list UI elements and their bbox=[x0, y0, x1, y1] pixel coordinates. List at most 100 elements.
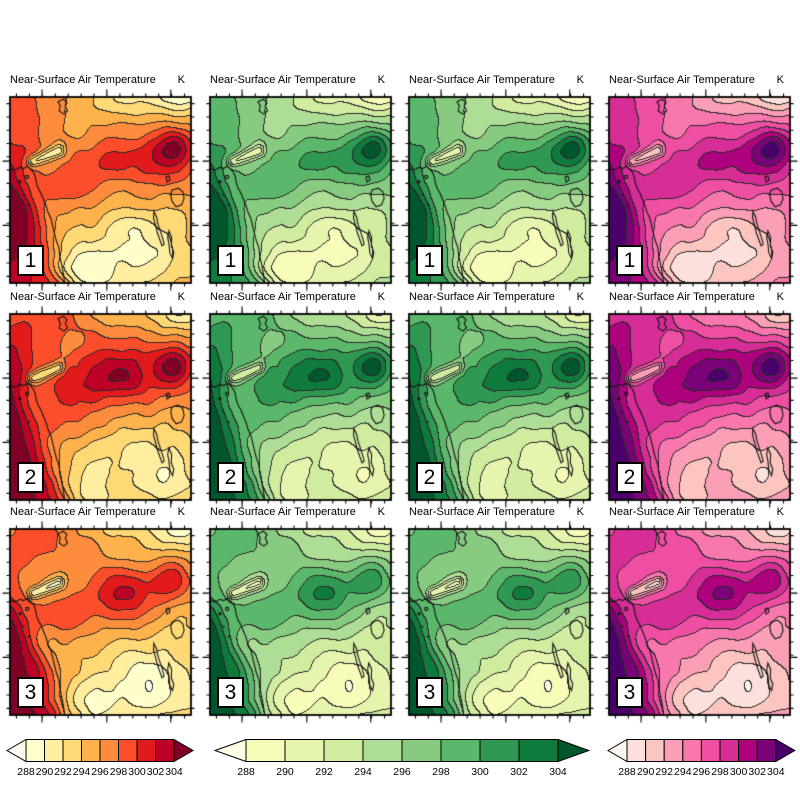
colorbar-tick-label: 294 bbox=[354, 766, 372, 778]
colorbar-ylgn: 288 290 292 294 296 298 300 302 304 bbox=[214, 739, 590, 778]
panel-title-text: Near-Surface Air Temperature bbox=[210, 506, 356, 518]
panel-header: Near-Surface Air Temperature K bbox=[210, 506, 391, 519]
panel-unit-label: K bbox=[576, 291, 584, 303]
row-number-badge: 1 bbox=[416, 245, 443, 276]
colorbar-tick-label: 304 bbox=[767, 766, 785, 778]
colorbar-tick-label: 302 bbox=[748, 766, 766, 778]
colorbar-tick-label: 288 bbox=[618, 766, 636, 778]
panel-unit-label: K bbox=[177, 74, 185, 86]
colorbar-segment bbox=[738, 739, 758, 762]
row-number-badge: 1 bbox=[17, 245, 44, 276]
panel-title-text: Near-Surface Air Temperature bbox=[210, 74, 356, 86]
colorbar-tick-label: 296 bbox=[393, 766, 411, 778]
panel-unit-label: K bbox=[377, 291, 385, 303]
colorbar-segment bbox=[25, 739, 45, 762]
panel-title-text: Near-Surface Air Temperature bbox=[409, 74, 555, 86]
row-number-badge: 3 bbox=[17, 677, 44, 708]
panel-header: Near-Surface Air Temperature K bbox=[10, 291, 191, 304]
colorbar-tick-label: 304 bbox=[549, 766, 567, 778]
colorbar-segment bbox=[62, 739, 82, 762]
colorbar-segment bbox=[626, 739, 647, 762]
panel-unit-label: K bbox=[576, 506, 584, 518]
colorbar-low-arrow bbox=[6, 739, 27, 763]
row-number-badge: 1 bbox=[616, 245, 643, 276]
map-panel: Near-Surface Air Temperature K 3 bbox=[1, 501, 200, 724]
panel-unit-label: K bbox=[776, 74, 784, 86]
colorbar-segment bbox=[700, 739, 721, 762]
colorbar-segment bbox=[479, 739, 520, 762]
colorbar-tick-label: 296 bbox=[693, 766, 711, 778]
row-number-badge: 3 bbox=[416, 677, 443, 708]
colorbar-tick-label: 304 bbox=[165, 766, 183, 778]
map-panel: Near-Surface Air Temperature K 1 bbox=[1, 69, 200, 292]
colorbar-tick-label: 302 bbox=[147, 766, 165, 778]
map-panel: Near-Surface Air Temperature K 3 bbox=[400, 501, 599, 724]
colorbar-tick-label: 292 bbox=[315, 766, 333, 778]
row-number-badge: 2 bbox=[17, 462, 44, 493]
colorbar-segment bbox=[245, 739, 286, 762]
colorbar-tick-label: 294 bbox=[73, 766, 91, 778]
row-number-badge: 3 bbox=[217, 677, 244, 708]
map-panel: Near-Surface Air Temperature K 1 bbox=[201, 69, 400, 292]
colorbar-tick-label: 300 bbox=[128, 766, 146, 778]
colorbar-tick-label: 290 bbox=[36, 766, 54, 778]
colorbar-segment bbox=[155, 739, 175, 762]
panel-title-text: Near-Surface Air Temperature bbox=[10, 506, 156, 518]
colorbar-segment bbox=[44, 739, 64, 762]
row-number-badge: 2 bbox=[416, 462, 443, 493]
colorbar-segment bbox=[440, 739, 481, 762]
panel-header: Near-Surface Air Temperature K bbox=[609, 506, 790, 519]
panel-header: Near-Surface Air Temperature K bbox=[409, 291, 590, 304]
panel-title-text: Near-Surface Air Temperature bbox=[609, 291, 755, 303]
colorbar-segment bbox=[118, 739, 138, 762]
panel-header: Near-Surface Air Temperature K bbox=[609, 291, 790, 304]
map-panel: Near-Surface Air Temperature K 1 bbox=[400, 69, 599, 292]
panel-title-text: Near-Surface Air Temperature bbox=[609, 506, 755, 518]
panel-header: Near-Surface Air Temperature K bbox=[10, 74, 191, 87]
colorbar-low-arrow bbox=[214, 739, 247, 763]
panel-unit-label: K bbox=[776, 291, 784, 303]
colorbar-segment bbox=[645, 739, 665, 762]
map-panel: Near-Surface Air Temperature K 1 bbox=[600, 69, 799, 292]
panel-unit-label: K bbox=[177, 291, 185, 303]
colorbar-tick-label: 292 bbox=[655, 766, 673, 778]
panel-header: Near-Surface Air Temperature K bbox=[409, 74, 590, 87]
panel-header: Near-Surface Air Temperature K bbox=[409, 506, 590, 519]
panel-header: Near-Surface Air Temperature K bbox=[609, 74, 790, 87]
colorbar-low-arrow bbox=[607, 739, 628, 763]
colorbar-high-arrow bbox=[173, 739, 194, 763]
panel-title-text: Near-Surface Air Temperature bbox=[409, 291, 555, 303]
colorbar-tick-label: 298 bbox=[110, 766, 128, 778]
panel-unit-label: K bbox=[177, 506, 185, 518]
panel-unit-label: K bbox=[576, 74, 584, 86]
panel-title-text: Near-Surface Air Temperature bbox=[210, 291, 356, 303]
colorbar-rdpu: 288 290 292 294 296 298 300 302 304 bbox=[607, 739, 796, 778]
colorbar-segment bbox=[136, 739, 156, 762]
panel-unit-label: K bbox=[377, 74, 385, 86]
colorbar-tick-label: 290 bbox=[637, 766, 655, 778]
panel-unit-label: K bbox=[776, 506, 784, 518]
colorbar-ylorrd: 288 290 292 294 296 298 300 302 304 bbox=[6, 739, 194, 778]
colorbar-tick-label: 290 bbox=[276, 766, 294, 778]
panel-header: Near-Surface Air Temperature K bbox=[210, 291, 391, 304]
panel-title-text: Near-Surface Air Temperature bbox=[10, 291, 156, 303]
colorbar-tick-label: 288 bbox=[17, 766, 35, 778]
panel-title-text: Near-Surface Air Temperature bbox=[609, 74, 755, 86]
colorbar-segment bbox=[663, 739, 684, 762]
colorbar-tick-label: 302 bbox=[510, 766, 528, 778]
row-number-badge: 1 bbox=[217, 245, 244, 276]
colorbar-segment bbox=[518, 739, 559, 762]
map-panel: Near-Surface Air Temperature K 3 bbox=[600, 501, 799, 724]
colorbar-tick-label: 294 bbox=[674, 766, 692, 778]
colorbar-segment bbox=[682, 739, 702, 762]
colorbar-high-arrow bbox=[557, 739, 590, 763]
colorbar-tick-label: 292 bbox=[54, 766, 72, 778]
colorbar-tick-label: 298 bbox=[711, 766, 729, 778]
row-number-badge: 3 bbox=[616, 677, 643, 708]
colorbar-segment bbox=[756, 739, 777, 762]
map-panel: Near-Surface Air Temperature K 2 bbox=[600, 286, 799, 509]
map-panel: Near-Surface Air Temperature K 2 bbox=[201, 286, 400, 509]
panel-header: Near-Surface Air Temperature K bbox=[210, 74, 391, 87]
panel-title-text: Near-Surface Air Temperature bbox=[409, 506, 555, 518]
